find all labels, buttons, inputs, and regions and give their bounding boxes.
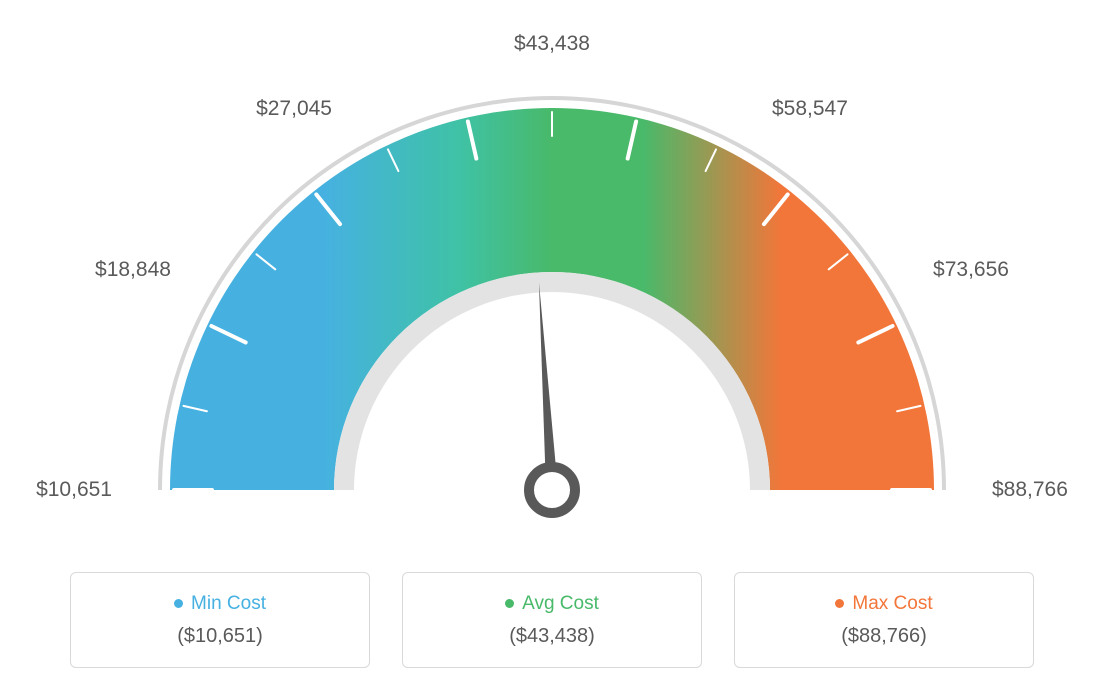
gauge-tick-label: $88,766 — [992, 478, 1068, 502]
max-value: ($88,766) — [841, 625, 927, 648]
min-title: Min Cost — [191, 593, 266, 615]
summary-cards: Min Cost ($10,651) Avg Cost ($43,438) Ma… — [70, 572, 1034, 668]
min-value: ($10,651) — [177, 625, 263, 648]
max-cost-card: Max Cost ($88,766) — [734, 572, 1034, 668]
avg-dot-icon — [505, 599, 514, 608]
gauge-tick-label: $27,045 — [256, 97, 332, 121]
min-cost-card: Min Cost ($10,651) — [70, 572, 370, 668]
avg-title: Avg Cost — [522, 593, 599, 615]
gauge-tick-label: $18,848 — [95, 258, 171, 282]
min-dot-icon — [174, 599, 183, 608]
avg-cost-card: Avg Cost ($43,438) — [402, 572, 702, 668]
gauge-tick-label: $10,651 — [36, 478, 112, 502]
avg-value: ($43,438) — [509, 625, 595, 648]
gauge-tick-label: $43,438 — [514, 32, 590, 56]
max-dot-icon — [835, 599, 844, 608]
max-title: Max Cost — [852, 593, 932, 615]
gauge-tick-label: $58,547 — [772, 97, 848, 121]
gauge-tick-label: $73,656 — [933, 258, 1009, 282]
